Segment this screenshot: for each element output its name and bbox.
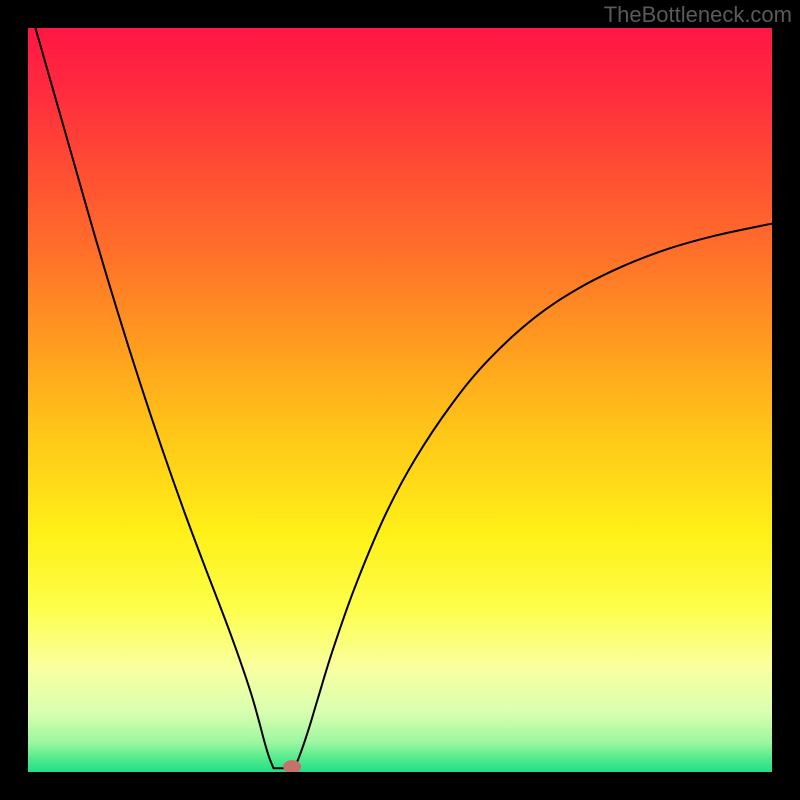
bottleneck-curve (28, 28, 772, 772)
minimum-marker (283, 760, 301, 772)
watermark-text: TheBottleneck.com (604, 2, 792, 28)
chart-container: TheBottleneck.com (0, 0, 800, 800)
plot-area (28, 28, 772, 772)
